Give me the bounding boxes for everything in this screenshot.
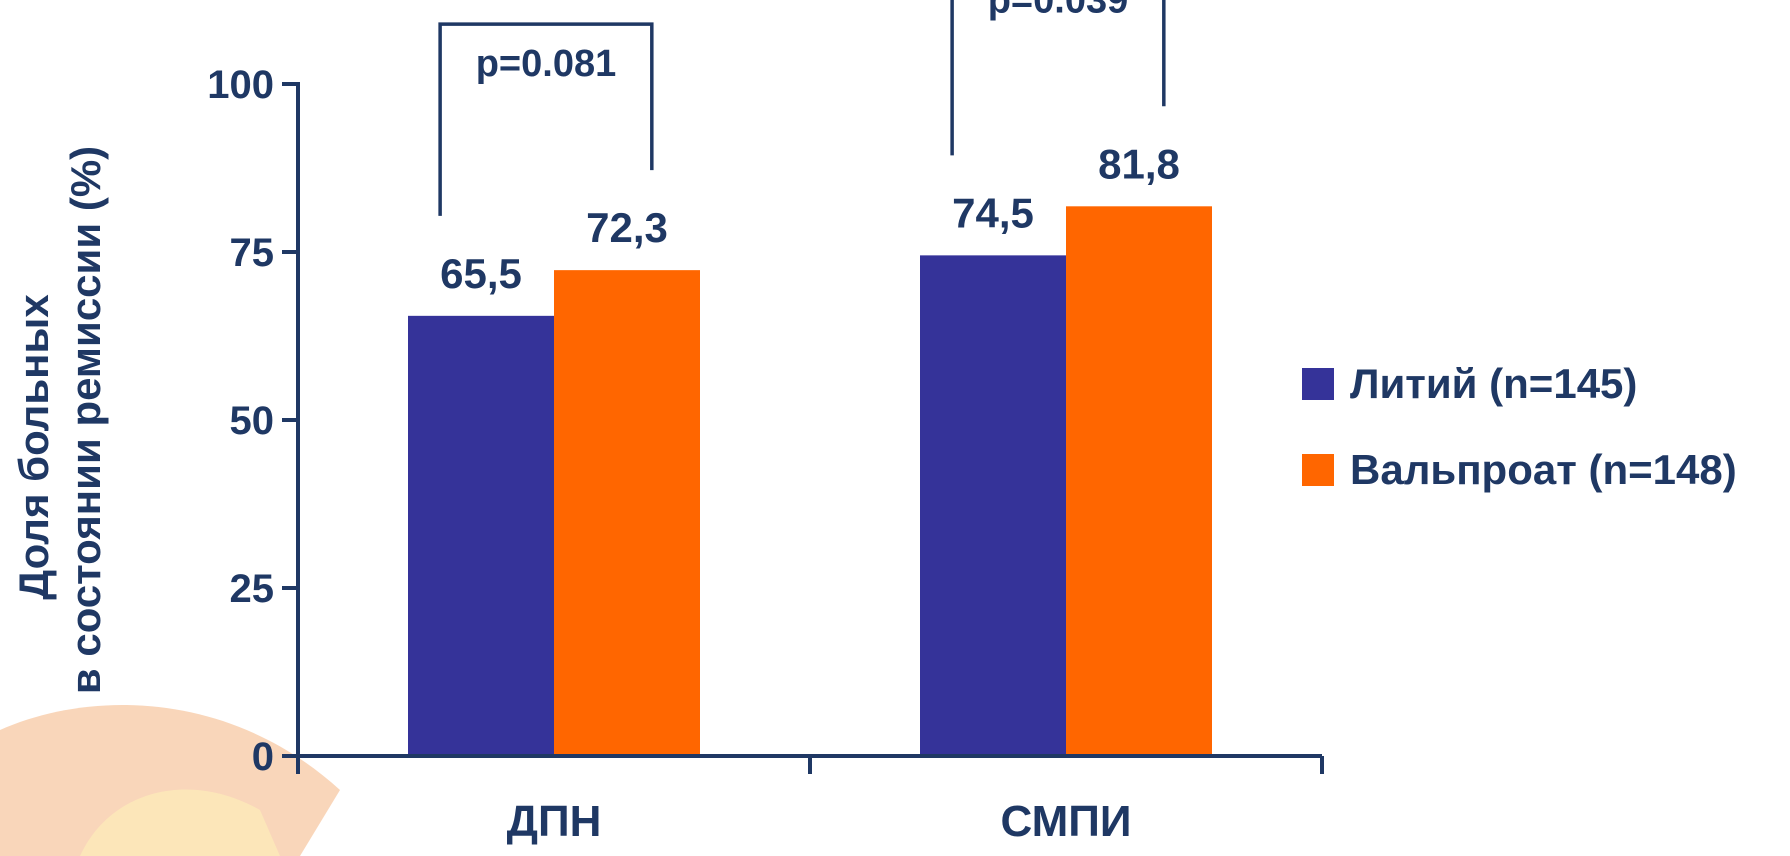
p-value-brackets: p=0.081 p=0.039	[438, 0, 1166, 216]
y-tick-label: 25	[230, 567, 275, 611]
p-value-label: p=0.081	[476, 43, 617, 85]
background-decoration	[0, 705, 340, 856]
y-tick-label: 50	[230, 399, 275, 443]
y-tick-label: 0	[252, 735, 274, 779]
legend-label: Литий (n=145)	[1350, 360, 1637, 407]
p-value-label: p=0.039	[988, 0, 1129, 21]
y-axis-title-line-2: в состоянии ремиссии (%)	[62, 146, 109, 694]
y-axis-title-line-1: Доля больных	[10, 294, 57, 600]
bar-lithium-0	[408, 315, 554, 756]
bar-valproate-0	[554, 270, 700, 756]
x-axis-labels: ДПН СМПИ	[507, 797, 1132, 846]
legend-swatch-lithium	[1302, 368, 1334, 400]
decor-yellow-arc	[80, 789, 280, 856]
bars: 65,5 72,3 74,5 81,8	[408, 140, 1212, 757]
x-category-label: ДПН	[507, 797, 602, 846]
axes	[296, 82, 1324, 774]
data-label: 72,3	[586, 204, 668, 251]
data-label: 65,5	[440, 250, 522, 297]
y-tick-label: 75	[230, 231, 275, 275]
y-axis-ticks: 0 25 50 75 100	[207, 63, 298, 779]
data-label: 74,5	[952, 189, 1034, 236]
x-category-label: СМПИ	[1000, 797, 1131, 846]
p-value-bracket	[438, 22, 654, 216]
bar-valproate-1	[1066, 206, 1212, 756]
y-tick-label: 100	[207, 63, 274, 107]
bar-lithium-1	[920, 255, 1066, 757]
legend: Литий (n=145) Вальпроат (n=148)	[1302, 360, 1737, 493]
p-value-bracket	[950, 0, 1166, 156]
data-label: 81,8	[1098, 140, 1180, 187]
legend-swatch-valproate	[1302, 454, 1334, 486]
legend-label: Вальпроат (n=148)	[1350, 446, 1737, 493]
